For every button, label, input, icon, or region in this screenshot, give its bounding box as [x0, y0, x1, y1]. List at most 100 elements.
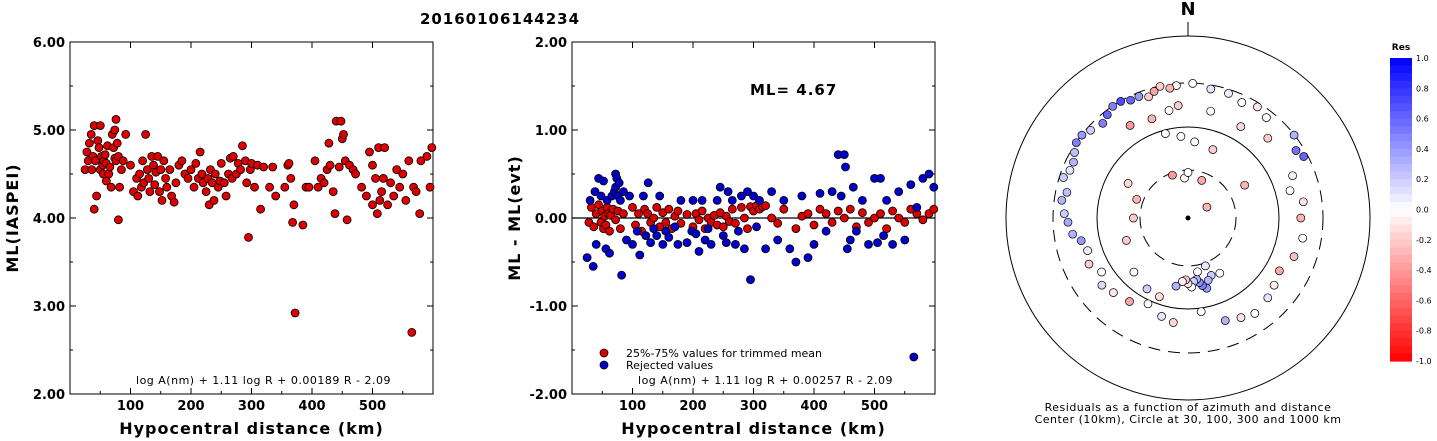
polar-caption-line1: Residuals as a function of azimuth and d…	[1045, 401, 1332, 414]
left-panel-ytick-label: 4.00	[33, 212, 65, 227]
middle-panel-series1-point	[694, 246, 704, 256]
colorbar-tick-label: 0.2	[1416, 175, 1429, 184]
figure-title: 20160106144234	[420, 10, 580, 28]
left-panel-series0-point	[100, 150, 110, 160]
left-panel-series0-point	[86, 129, 96, 139]
middle-panel-series1-point	[906, 180, 916, 190]
left-panel-series0-point	[357, 182, 367, 192]
left-panel-series0-point	[380, 143, 390, 153]
polar-point	[1083, 246, 1092, 255]
polar-center-marker	[1185, 215, 1191, 221]
colorbar-swatch	[1390, 307, 1412, 317]
left-panel-series0-point	[89, 204, 99, 214]
middle-panel-series1-point	[590, 187, 600, 197]
colorbar-tick-label: 0.0	[1416, 206, 1429, 215]
middle-panel-series0-point	[858, 208, 867, 218]
north-label: N	[1180, 0, 1195, 20]
left-panel-series0-point	[250, 182, 259, 192]
colorbar-swatch	[1390, 126, 1412, 135]
left-panel-series0-point	[157, 195, 167, 205]
middle-panel-series0-point	[870, 213, 879, 223]
colorbar-swatch	[1390, 111, 1412, 120]
colorbar-tick-label: -1.0	[1416, 357, 1432, 366]
polar-point	[1155, 292, 1164, 302]
middle-panel-series1-point	[673, 239, 683, 249]
middle-panel-series0-point	[791, 224, 801, 234]
left-panel-series0-point	[422, 151, 432, 161]
left-panel-series0-point	[169, 197, 179, 207]
middle-panel-series1-point	[749, 191, 758, 201]
middle-panel-series1-point	[873, 238, 882, 248]
polar-point	[1149, 87, 1159, 96]
colorbar-swatch	[1390, 209, 1412, 218]
middle-panel-series1-point	[616, 195, 625, 205]
left-panel-series0-point	[351, 169, 361, 179]
polar-point	[1202, 202, 1212, 212]
left-panel-series0-point	[94, 143, 104, 153]
middle-panel-series1-point	[588, 261, 598, 271]
middle-panel-series0-point	[767, 213, 776, 223]
polar-point	[1069, 157, 1078, 167]
middle-panel-series1-point	[785, 244, 795, 254]
middle-panel-series0-point	[694, 215, 704, 225]
left-panel-series0-point	[386, 178, 396, 188]
polar-point	[1263, 293, 1273, 303]
left-panel-series0-point	[375, 195, 385, 205]
colorbar-swatch	[1390, 224, 1412, 233]
polar-point	[1071, 138, 1081, 148]
middle-panel-series1-point	[688, 195, 698, 205]
polar-point	[1168, 170, 1177, 180]
polar-point	[1178, 277, 1187, 286]
middle-panel-series0-point	[815, 204, 825, 214]
left-panel-series0-point	[383, 200, 393, 210]
polar-point	[1129, 213, 1138, 223]
left-panel-series0-point	[389, 191, 399, 201]
middle-panel-series1-point	[625, 191, 634, 201]
left-panel-series0-point	[236, 165, 246, 175]
polar-point	[1134, 92, 1144, 101]
middle-panel-series1-point	[628, 239, 637, 249]
middle-panel-series0-point	[643, 209, 652, 219]
polar-point	[1102, 110, 1112, 120]
middle-panel-series1-point	[845, 235, 855, 245]
polar-point	[1188, 79, 1198, 88]
polar-point	[1123, 179, 1133, 188]
left-panel-series0-point	[153, 151, 163, 161]
polar-point	[1122, 236, 1131, 245]
polar-point	[1206, 84, 1216, 94]
middle-panel-series0-point	[743, 224, 752, 234]
polar-point	[1298, 233, 1308, 243]
colorbar-swatch	[1390, 103, 1412, 112]
middle-panel-series0-point	[900, 217, 910, 227]
left-panel-series0-point	[244, 232, 253, 242]
polar-point	[1262, 113, 1271, 122]
left-panel-series0-point	[112, 138, 122, 148]
colorbar-tick-label: -0.2	[1416, 236, 1432, 245]
middle-panel-series1-point	[715, 182, 725, 192]
middle-panel-series1-point	[721, 238, 731, 248]
middle-panel-series0-point	[727, 204, 737, 214]
left-panel-series0-point	[407, 327, 417, 337]
polar-point	[1142, 284, 1152, 294]
left-panel-series0-point	[110, 125, 120, 135]
colorbar-swatches	[1390, 58, 1412, 362]
left-panel-series0-point	[197, 169, 207, 179]
colorbar-swatch	[1390, 338, 1412, 347]
middle-panel-series1-point	[852, 226, 861, 236]
polar-point	[1197, 176, 1207, 185]
left-panel-series0-point	[336, 116, 346, 126]
middle-panel-series1-point	[809, 239, 819, 249]
middle-panel-series1-point	[848, 182, 858, 192]
colorbar-swatch	[1390, 262, 1412, 271]
polar-point	[1201, 261, 1210, 271]
left-panel-series0-point	[425, 182, 435, 192]
middle-panel-series1-point	[858, 195, 867, 205]
left-panel-series0-point	[138, 156, 148, 166]
left-panel-series0-point	[415, 209, 425, 219]
left-panel-series0-point	[395, 182, 405, 192]
colorbar-swatch	[1390, 315, 1412, 324]
polar-point	[1269, 280, 1279, 290]
middle-panel-series1-point	[797, 191, 807, 201]
polar-point	[1250, 309, 1260, 318]
middle-panel-series0-point	[634, 209, 643, 219]
